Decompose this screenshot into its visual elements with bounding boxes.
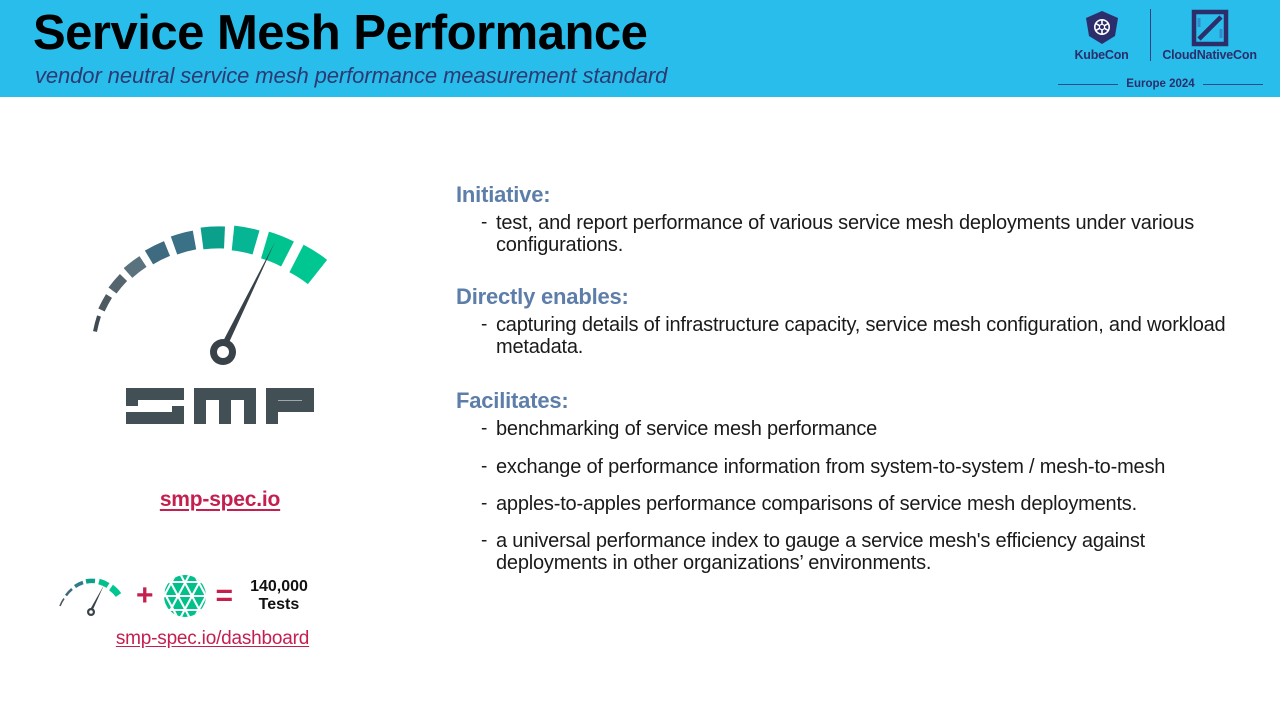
tests-count-label: Tests <box>258 596 300 613</box>
bullet-text: exchange of performance information from… <box>496 455 1166 478</box>
edition-rule-left <box>1058 83 1119 85</box>
list-item: - apples-to-apples performance compariso… <box>456 492 1226 515</box>
bullet-marker: - <box>481 455 488 477</box>
section-heading-facilitates: Facilitates: <box>456 387 569 413</box>
bullet-text: benchmarking of service mesh performance <box>496 418 878 441</box>
logo-divider <box>1150 9 1152 61</box>
section-gap <box>456 259 1226 285</box>
page-title: Service Mesh Performance <box>33 6 648 60</box>
kubecon-cloudnativecon-logo: KubeCon CloudNativeCon Europe 2024 <box>1058 6 1263 92</box>
smp-spec-link[interactable]: smp-spec.io <box>159 488 281 511</box>
logo-edition-row: Europe 2024 <box>1058 78 1263 90</box>
bullet-marker: - <box>481 530 488 552</box>
kubernetes-helm-icon <box>1085 10 1118 44</box>
section-heading-initiative: Initiative: <box>456 182 551 207</box>
tests-count-number: 140,000 <box>250 577 308 595</box>
list-item: - benchmarking of service mesh performan… <box>456 418 1226 441</box>
plus-symbol: + <box>136 579 154 612</box>
smp-wordmark <box>0 378 440 434</box>
cloudnativecon-label: CloudNativeCon <box>1162 47 1257 62</box>
list-item: - exchange of performance information fr… <box>456 455 1226 478</box>
logo-marks-row: KubeCon CloudNativeCon <box>1058 6 1263 64</box>
slide-header-band: Service Mesh Performance vendor neutral … <box>0 0 1280 97</box>
bullet-marker: - <box>481 418 488 440</box>
bullet-marker: - <box>481 212 488 234</box>
section-gap <box>456 361 1226 389</box>
smp-dashboard-link[interactable]: smp-spec.io/dashboard <box>115 628 310 649</box>
logo-edition-label: Europe 2024 <box>1126 78 1195 90</box>
meshery-mesh-icon <box>163 574 207 618</box>
section-directly-enables: Directly enables: - capturing details of… <box>456 283 1226 358</box>
smp-gauge-icon <box>78 212 368 367</box>
list-item: - a universal performance index to gauge… <box>456 530 1226 574</box>
content-column: Initiative: - test, and report performan… <box>456 182 1226 577</box>
tests-equation-row: + <box>55 565 375 627</box>
left-branding-column: smp-spec.io + <box>0 100 440 720</box>
kubecon-label: KubeCon <box>1074 47 1129 62</box>
section-heading-directly-enables: Directly enables: <box>456 283 629 309</box>
list-item: - capturing details of infrastructure ca… <box>456 314 1226 358</box>
bullet-text: test, and report performance of various … <box>496 212 1195 256</box>
bullet-marker: - <box>481 492 488 514</box>
list-item: - test, and report performance of variou… <box>456 212 1226 256</box>
section-facilitates: Facilitates: - benchmarking of service m… <box>456 387 1226 574</box>
page-subtitle: vendor neutral service mesh performance … <box>35 63 668 88</box>
section-initiative: Initiative: - test, and report performan… <box>456 182 1226 256</box>
cncf-square-icon <box>1191 9 1228 46</box>
equals-symbol: = <box>215 579 234 612</box>
bullet-text: apples-to-apples performance comparisons… <box>496 492 1137 515</box>
smp-gauge-small-icon <box>55 572 127 620</box>
kubecon-mark: KubeCon <box>1058 9 1145 62</box>
bullet-text: a universal performance index to gauge a… <box>496 530 1146 574</box>
tests-count: 140,000 Tests <box>242 578 308 615</box>
bullet-marker: - <box>481 314 488 336</box>
bullet-text: capturing details of infrastructure capa… <box>496 314 1226 358</box>
cloudnativecon-mark: CloudNativeCon <box>1156 9 1263 62</box>
edition-rule-right <box>1202 83 1263 85</box>
